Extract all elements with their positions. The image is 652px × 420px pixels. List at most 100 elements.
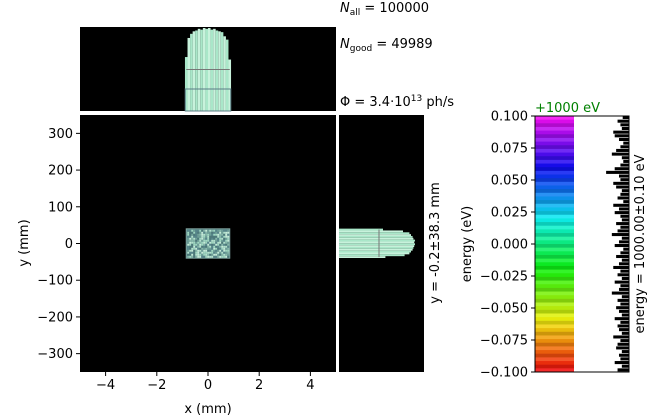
beam-spot-pixel xyxy=(189,251,192,254)
energy-hist-bar xyxy=(616,306,629,310)
n-good-symbol: N xyxy=(340,37,350,52)
beam-spot-pixel xyxy=(195,235,198,238)
beam-spot-pixel xyxy=(193,249,196,252)
x-projection-bar xyxy=(200,29,203,111)
energy-color-strip xyxy=(535,353,574,358)
energy-tick-label: −0.050 xyxy=(480,302,528,317)
y-projection-bar xyxy=(339,246,414,249)
energy-color-strip xyxy=(535,313,574,318)
beam-spot-pixel xyxy=(223,233,226,236)
energy-color-strip xyxy=(535,218,574,223)
beam-spot-pixel xyxy=(189,243,192,246)
beam-spot-pixel xyxy=(215,233,218,236)
energy-panel: +1000 eV 0.100 0.075 0.050 0.025 0.000 −0.025… xyxy=(460,101,648,381)
energy-color-strip xyxy=(535,324,574,329)
energy-hist-bar xyxy=(614,317,629,321)
beam-spot-pixel xyxy=(213,237,216,240)
beam-spot-pixel xyxy=(205,251,208,254)
y-projection-title: y = -0.2±38.3 mm xyxy=(428,182,443,304)
energy-color-strip xyxy=(535,254,574,260)
energy-hist-bar xyxy=(618,262,629,266)
energy-hist-bar xyxy=(616,148,629,152)
beam-spot-pixel xyxy=(211,233,214,236)
beam-spot-pixel xyxy=(205,243,208,246)
y-projection-bar xyxy=(339,235,413,238)
beam-spot-pixel xyxy=(211,243,214,246)
beam-spot-pixel xyxy=(187,243,190,246)
beam-spot-pixel xyxy=(187,241,190,244)
energy-color-strip xyxy=(535,200,574,205)
energy-hist-bar xyxy=(621,331,629,335)
x-projection-bar xyxy=(220,32,224,111)
beam-spot-pixel xyxy=(197,249,200,252)
beam-spot-pixel xyxy=(217,239,220,242)
beam-spot-pixel xyxy=(227,253,230,256)
beam-spot-pixel xyxy=(225,251,228,254)
beam-spot-pixel xyxy=(191,229,194,232)
beam-spot-pixel xyxy=(209,255,212,258)
energy-color-strip xyxy=(535,280,574,285)
beam-spot-pixel xyxy=(211,247,214,250)
x-tick-label: −4 xyxy=(96,378,115,393)
beam-spot-pixel xyxy=(227,237,230,240)
energy-hist-bar xyxy=(614,280,629,284)
beam-spot-pixel xyxy=(211,241,214,244)
energy-hist-bar xyxy=(618,207,629,211)
energy-hist-bar xyxy=(623,247,629,251)
beam-spot-pixel xyxy=(215,243,218,246)
beam-spot-pixel xyxy=(205,255,208,258)
beam-spot-pixel xyxy=(191,249,194,252)
beam-spot-pixel xyxy=(207,243,210,246)
beam-spot-pixel xyxy=(203,233,206,236)
energy-hist-bar xyxy=(620,251,629,255)
energy-color-strip xyxy=(535,251,574,256)
beam-spot-pixel xyxy=(207,247,210,250)
x-projection-panel xyxy=(80,27,336,112)
energy-hist-bar xyxy=(617,368,629,372)
beam-spot-pixel xyxy=(219,229,222,232)
energy-histogram xyxy=(606,116,629,372)
beam-spot-pixel xyxy=(197,245,200,248)
beam-spot-pixel xyxy=(193,241,196,244)
energy-color-strip xyxy=(535,119,574,124)
flux-suffix: ph/s xyxy=(422,95,454,110)
energy-hist-bar xyxy=(621,126,629,131)
energy-color-strip xyxy=(535,229,574,234)
y-axis-label: y (mm) xyxy=(17,219,32,266)
beam-spot-pixel xyxy=(213,249,216,252)
beam-spot-pixel xyxy=(207,245,210,248)
beam-spot-pixel xyxy=(223,245,226,248)
energy-hist-bar xyxy=(622,116,629,120)
beam-spot-pixel xyxy=(215,231,218,234)
beam-spot-pixel xyxy=(215,245,218,248)
beam-spot-pixel xyxy=(193,239,196,242)
beam-spot-pixel xyxy=(225,253,228,256)
beam-spot-pixel xyxy=(191,233,194,236)
n-good-text: Ngood = 49989 xyxy=(340,37,433,54)
beam-spot-pixel xyxy=(223,247,226,250)
beam-spot-pixel xyxy=(217,247,220,250)
beam-spot-pixel xyxy=(203,245,206,248)
energy-color-strip xyxy=(535,236,574,241)
beam-spot-pixel xyxy=(203,253,206,256)
beam-spot-pixel xyxy=(191,255,194,258)
beam-spot-pixel xyxy=(205,253,208,256)
beam-spot-pixel xyxy=(195,239,198,242)
energy-hist-bar xyxy=(620,214,629,218)
energy-color-strip xyxy=(535,170,574,175)
beam-spot-pixel xyxy=(209,253,212,256)
energy-color-strip xyxy=(535,302,574,307)
energy-color-strip xyxy=(535,174,574,179)
beam-spot xyxy=(185,228,231,259)
stats-block: Nall = 100000 Ngood = 49989 Φ = 3.4·1013… xyxy=(340,1,454,110)
y-projection-bar xyxy=(339,241,415,244)
energy-color-strip xyxy=(535,141,574,146)
y-tick-label: −100 xyxy=(37,274,73,289)
beam-spot-pixel xyxy=(219,241,222,244)
beam-spot-pixel xyxy=(201,231,204,234)
energy-hist-bar xyxy=(620,339,629,343)
energy-color-strip xyxy=(535,192,574,197)
energy-hist-bar xyxy=(623,200,629,204)
beam-spot-pixel xyxy=(225,247,228,250)
